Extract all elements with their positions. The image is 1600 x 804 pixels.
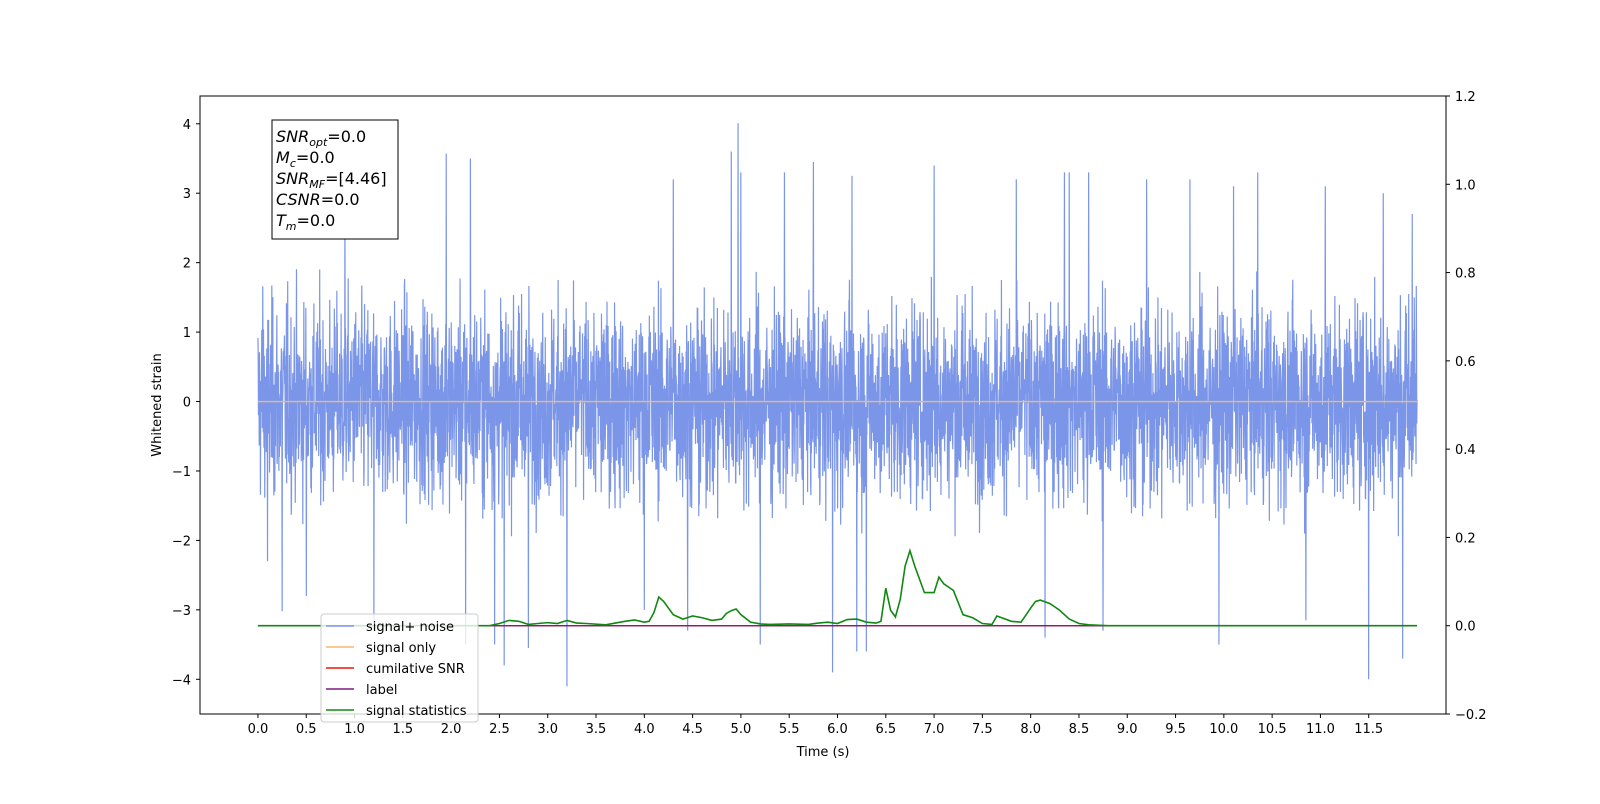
x-tick-label: 6.5 [875, 722, 896, 737]
x-tick-label: 9.5 [1165, 722, 1186, 737]
annotation-symbol: CSNR [276, 190, 321, 209]
y2-tick-label: 1.0 [1455, 178, 1476, 193]
y-tick-label: 3 [183, 187, 191, 202]
x-tick-label: 2.5 [489, 722, 510, 737]
annotation-value: =0.0 [296, 148, 335, 167]
x-tick-label: 3.5 [586, 722, 607, 737]
annotation-symbol: T [276, 211, 287, 230]
annotation-line: Mc=0.0 [276, 148, 335, 170]
x-tick-label: 2.0 [441, 722, 462, 737]
legend-label: signal statistics [366, 704, 467, 719]
annotation-subscript: opt [309, 136, 328, 149]
x-tick-label: 7.5 [972, 722, 993, 737]
y2-tick-label: 0.6 [1455, 355, 1476, 370]
x-tick-label: 9.0 [1117, 722, 1138, 737]
x-tick-label: 3.0 [537, 722, 558, 737]
y-axis-left: 4 3 2 1 0 −1 −2 −3 −4 [172, 118, 200, 688]
annotation-symbol: SNR [276, 169, 309, 188]
x-tick-label: 4.0 [634, 722, 655, 737]
annotation-line: CSNR=0.0 [276, 190, 360, 209]
legend-label: signal+ noise [366, 620, 454, 635]
y2-tick-label: 0.2 [1455, 531, 1476, 546]
x-tick-label: 5.0 [731, 722, 752, 737]
legend: signal+ noise signal only cumilative SNR la… [320, 613, 479, 723]
series-signal-noise [257, 123, 1418, 687]
annotation-subscript: m [286, 220, 297, 233]
x-tick-label: 11.0 [1306, 722, 1335, 737]
legend-label: cumilative SNR [366, 662, 465, 677]
y2-tick-label: 0.8 [1455, 267, 1476, 282]
y-tick-label: −3 [172, 604, 191, 619]
y2-tick-label: 0.4 [1455, 443, 1476, 458]
y-axis-label: Whitened strain [150, 353, 165, 456]
annotation-subscript: c [290, 157, 296, 170]
x-tick-label: 1.5 [392, 722, 413, 737]
x-axis-label: Time (s) [796, 745, 850, 760]
y-axis-right: 1.2 1.0 0.8 0.6 0.4 0.2 0.0 −0.2 [1446, 90, 1487, 723]
y-tick-label: 2 [183, 257, 191, 272]
x-tick-label: 10.5 [1258, 722, 1287, 737]
annotation-line: Tm=0.0 [276, 211, 335, 233]
y-tick-label: 4 [183, 118, 191, 133]
annotation-value: =0.0 [297, 211, 336, 230]
legend-label: label [366, 683, 397, 698]
x-tick-label: 7.0 [924, 722, 945, 737]
annotation-value: =[4.46] [325, 169, 387, 188]
x-tick-label: 1.0 [344, 722, 365, 737]
annotation-line: SNRMF=[4.46] [276, 169, 387, 191]
x-axis: 0.0 0.5 1.0 1.5 2.0 2.5 3.0 3.5 4.0 4.5 5.0 5.5 6.0 6… [248, 714, 1383, 737]
annotation-value: =0.0 [327, 127, 366, 146]
x-tick-label: 11.5 [1354, 722, 1383, 737]
x-tick-label: 10.0 [1209, 722, 1238, 737]
annotation-frame [271, 119, 399, 240]
annotation-box: SNRopt=0.0Mc=0.0SNRMF=[4.46]CSNR=0.0Tm=0… [271, 119, 399, 240]
y-tick-label: 0 [183, 396, 191, 411]
annotation-subscript: MF [309, 178, 325, 191]
y-tick-label: −4 [172, 673, 191, 688]
y2-tick-label: −0.2 [1455, 708, 1487, 723]
y2-tick-label: 1.2 [1455, 90, 1476, 105]
x-tick-label: 4.5 [682, 722, 703, 737]
x-tick-label: 0.0 [248, 722, 269, 737]
x-tick-label: 6.0 [827, 722, 848, 737]
annotation-value: =0.0 [321, 190, 360, 209]
annotation-symbol: M [276, 148, 290, 167]
legend-label: signal only [366, 641, 436, 656]
annotation-symbol: SNR [276, 127, 309, 146]
y2-tick-label: 0.0 [1455, 620, 1476, 635]
y-tick-label: −2 [172, 534, 191, 549]
plot-frame [199, 95, 1447, 715]
y-tick-label: 1 [183, 326, 191, 341]
y-tick-label: −1 [172, 465, 191, 480]
x-tick-label: 8.5 [1069, 722, 1090, 737]
annotation-line: SNRopt=0.0 [276, 127, 366, 149]
x-tick-label: 0.5 [296, 722, 317, 737]
x-tick-label: 8.0 [1020, 722, 1041, 737]
legend-frame [320, 613, 479, 723]
x-tick-label: 5.5 [779, 722, 800, 737]
series-signal-statistics [257, 547, 1418, 627]
